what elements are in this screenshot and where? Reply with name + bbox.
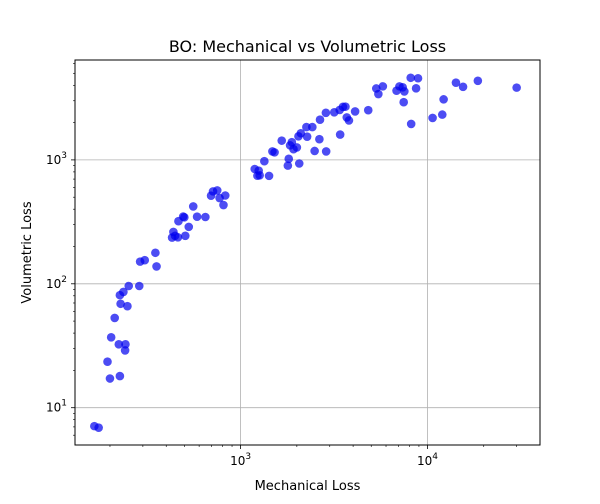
data-point xyxy=(451,78,461,87)
data-point xyxy=(103,357,112,367)
data-point xyxy=(437,110,447,119)
data-point xyxy=(255,170,264,180)
data-point xyxy=(140,255,150,265)
data-point xyxy=(201,212,210,222)
y-axis-label: Volumetric Loss xyxy=(20,201,35,303)
data-point xyxy=(473,76,483,86)
data-point xyxy=(292,143,302,152)
data-points xyxy=(90,73,521,432)
data-point xyxy=(350,107,360,116)
data-point xyxy=(110,313,119,323)
data-point xyxy=(123,301,132,311)
data-point xyxy=(173,233,183,242)
data-point xyxy=(270,148,279,157)
data-point xyxy=(321,147,331,156)
data-point xyxy=(151,248,160,258)
data-point xyxy=(180,213,189,222)
data-point xyxy=(120,346,130,355)
data-point xyxy=(188,202,198,211)
data-point xyxy=(512,83,521,92)
grid-lines xyxy=(75,60,540,445)
data-point xyxy=(212,186,222,195)
data-point xyxy=(192,212,202,221)
data-point xyxy=(374,89,383,99)
data-point xyxy=(264,171,274,181)
data-point xyxy=(283,161,293,170)
data-point xyxy=(321,108,331,118)
data-point xyxy=(406,119,416,129)
data-point xyxy=(344,116,354,125)
data-point xyxy=(378,82,388,91)
data-point xyxy=(315,115,325,125)
data-point xyxy=(134,281,144,291)
data-point xyxy=(94,423,103,432)
data-point xyxy=(315,134,324,144)
data-point xyxy=(302,132,312,141)
data-point xyxy=(296,128,306,138)
data-point xyxy=(308,122,317,132)
data-point xyxy=(399,97,408,107)
data-point xyxy=(411,84,421,93)
data-point xyxy=(119,287,128,297)
data-point xyxy=(406,73,415,83)
data-point xyxy=(152,262,161,271)
data-point xyxy=(121,339,130,349)
data-point xyxy=(310,146,319,156)
data-point xyxy=(284,154,294,164)
data-point xyxy=(220,191,230,200)
data-point xyxy=(114,339,124,349)
data-point xyxy=(458,82,468,92)
data-point xyxy=(116,299,125,309)
data-point xyxy=(439,95,448,104)
data-point xyxy=(115,371,125,381)
data-point xyxy=(341,102,350,111)
data-point xyxy=(400,87,409,96)
data-point xyxy=(219,200,228,210)
data-point xyxy=(124,281,134,291)
data-point xyxy=(302,122,311,132)
x-axis-label: Mechanical Loss xyxy=(255,479,361,494)
data-point xyxy=(260,156,269,166)
data-point xyxy=(106,332,116,342)
data-point xyxy=(335,130,345,139)
data-point xyxy=(363,105,373,115)
data-point xyxy=(428,113,437,123)
axes-frame xyxy=(74,59,541,446)
data-point xyxy=(277,136,287,145)
data-point xyxy=(294,159,304,168)
data-point xyxy=(413,73,423,83)
chart-title: BO: Mechanical vs Volumetric Loss xyxy=(169,37,446,56)
data-point xyxy=(105,374,115,383)
data-point xyxy=(181,231,190,241)
data-point xyxy=(184,222,194,232)
